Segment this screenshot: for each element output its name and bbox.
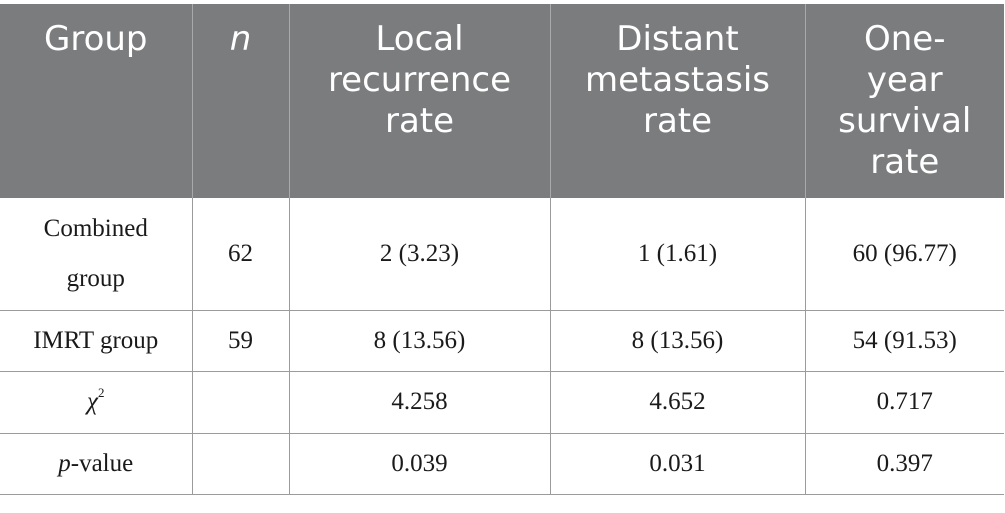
header-survival-line1: One- <box>864 19 946 59</box>
header-group-label: Group <box>43 19 148 59</box>
header-local-line1: Local <box>375 19 464 59</box>
header-local-line3: rate <box>384 101 455 141</box>
header-one-year-survival: One- year survival rate <box>805 4 1004 198</box>
cell-group-line1: Combined <box>43 214 148 242</box>
cell-n <box>191 432 290 495</box>
cell-distant-metastasis: 1 (1.61) <box>549 198 806 311</box>
cell-n: 59 <box>191 309 290 372</box>
header-local-line2: recurrence <box>327 60 512 100</box>
header-survival-line4: rate <box>870 142 940 182</box>
header-n-label: n <box>229 19 252 59</box>
cell-one-year-survival: 54 (91.53) <box>804 309 1004 372</box>
chi-superscript: 2 <box>98 385 105 400</box>
cell-distant-metastasis: 0.031 <box>549 432 806 495</box>
cell-local-recurrence: 2 (3.23) <box>288 198 551 311</box>
header-distant-line2: metastasis <box>585 60 770 100</box>
header-n: n <box>192 4 290 198</box>
header-local-recurrence: Local recurrence rate <box>289 4 551 198</box>
p-symbol: p <box>58 449 71 477</box>
p-value-suffix: -value <box>70 449 134 477</box>
table-row-combined-group: Combined group 62 2 (3.23) 1 (1.61) 60 (… <box>0 198 1004 311</box>
table-row-p-value: p-value 0.039 0.031 0.397 <box>0 432 1004 495</box>
cell-chi-square-label: χ2 <box>0 370 193 434</box>
cell-p-value-label: p-value <box>0 432 193 495</box>
header-group: Group <box>0 4 193 198</box>
results-table: Group n Local recurrence rate Distant me… <box>0 4 1004 495</box>
cell-local-recurrence: 4.258 <box>288 370 551 434</box>
cell-group: Combined group <box>0 198 193 311</box>
cell-local-recurrence: 8 (13.56) <box>288 309 551 372</box>
cell-one-year-survival: 60 (96.77) <box>804 198 1004 311</box>
cell-n: 62 <box>191 198 290 311</box>
chi-symbol: χ <box>87 388 98 415</box>
header-survival-line3: survival <box>838 101 972 141</box>
cell-group-line2: group <box>66 264 125 292</box>
header-distant-line1: Distant <box>616 19 739 59</box>
cell-distant-metastasis: 8 (13.56) <box>549 309 806 372</box>
cell-local-recurrence: 0.039 <box>288 432 551 495</box>
header-survival-line2: year <box>866 60 943 100</box>
cell-one-year-survival: 0.717 <box>804 370 1004 434</box>
cell-n <box>191 370 290 434</box>
table-row-chi-square: χ2 4.258 4.652 0.717 <box>0 370 1004 434</box>
header-row: Group n Local recurrence rate Distant me… <box>0 4 1004 198</box>
cell-one-year-survival: 0.397 <box>804 432 1004 495</box>
cell-distant-metastasis: 4.652 <box>549 370 806 434</box>
cell-group: IMRT group <box>0 309 193 372</box>
header-distant-line3: rate <box>642 101 713 141</box>
table-row-imrt-group: IMRT group 59 8 (13.56) 8 (13.56) 54 (91… <box>0 309 1004 372</box>
header-distant-metastasis: Distant metastasis rate <box>550 4 806 198</box>
